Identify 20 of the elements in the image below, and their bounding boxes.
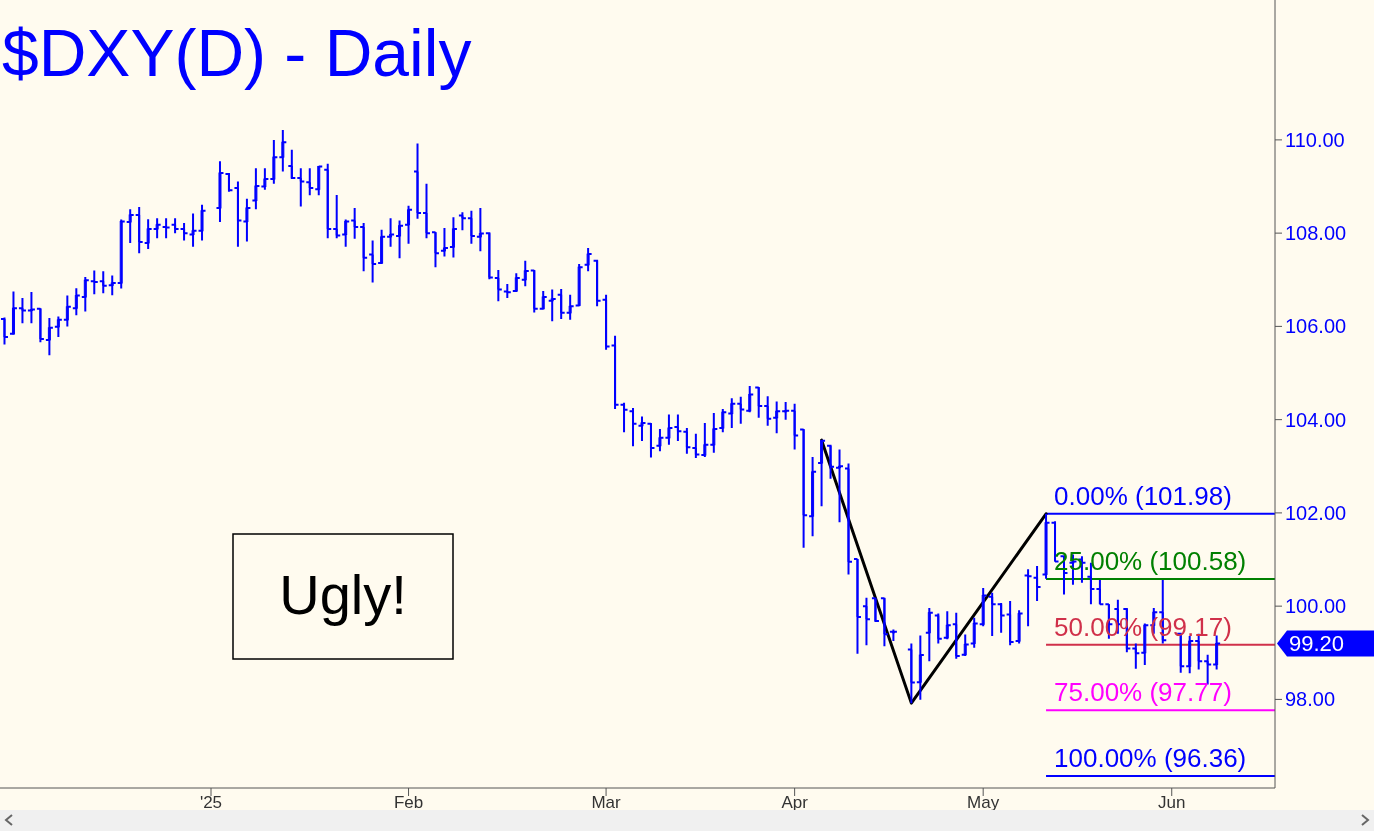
y-tick-label: 106.00 xyxy=(1285,315,1347,338)
note-box: Ugly! xyxy=(232,533,454,660)
chart-title: $DXY(D) - Daily xyxy=(2,16,472,90)
ref-line-label: 75.00% (97.77) xyxy=(1054,677,1232,708)
ref-line-label: 0.00% (101.98) xyxy=(1054,480,1232,511)
y-tick-label: 98.00 xyxy=(1285,688,1336,711)
x-tick-label: Jun xyxy=(1158,793,1186,812)
x-tick-label: May xyxy=(967,793,1000,812)
x-tick-label: Feb xyxy=(393,793,424,812)
x-tick-label: Apr xyxy=(781,793,809,812)
annotation: Ugly! xyxy=(279,563,407,626)
y-tick-label: 110.00 xyxy=(1285,128,1345,151)
y-tick-label: 102.00 xyxy=(1285,501,1347,524)
y-tick-label: 108.00 xyxy=(1285,222,1347,245)
y-tick-label: 104.00 xyxy=(1285,408,1347,431)
x-tick-label: Mar xyxy=(591,793,622,812)
ref-line-label: 100.00% (96.36) xyxy=(1054,742,1247,773)
text: 99.20 xyxy=(1289,631,1345,657)
y-tick-label: 100.00 xyxy=(1285,595,1347,618)
x-tick-label: '25 xyxy=(199,793,223,812)
